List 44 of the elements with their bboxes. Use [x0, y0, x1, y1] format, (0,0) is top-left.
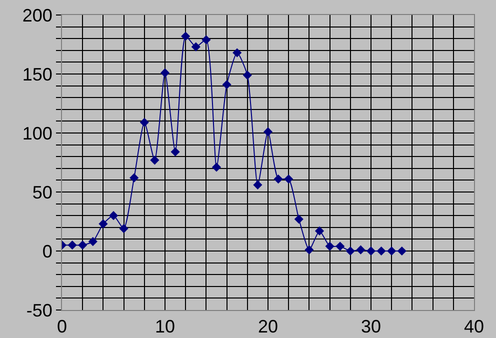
point: [325, 242, 334, 251]
point: [336, 242, 345, 251]
point: [366, 246, 376, 256]
point: [108, 211, 118, 220]
y-tick-label: 50: [32, 182, 52, 202]
point: [130, 173, 139, 182]
point: [242, 70, 252, 80]
point: [263, 127, 273, 136]
point: [191, 42, 200, 52]
point: [160, 68, 170, 78]
x-tick-label: 30: [360, 316, 382, 337]
x-tick-label: 0: [56, 316, 68, 337]
x-tick-label: 40: [464, 316, 484, 337]
point: [274, 174, 283, 184]
y-tick-label: 150: [22, 64, 52, 84]
point: [170, 147, 180, 156]
point: [78, 240, 88, 250]
point: [284, 174, 294, 184]
point: [88, 237, 98, 246]
x-tick-label: 10: [154, 316, 176, 337]
point: [376, 246, 386, 256]
point: [150, 156, 160, 165]
point: [397, 246, 406, 256]
point: [202, 35, 211, 44]
point: [304, 245, 314, 254]
y-tick-label: 200: [22, 5, 52, 26]
point: [98, 219, 108, 228]
y-tick-label: 0: [42, 241, 52, 262]
point: [68, 240, 77, 250]
point: [212, 162, 222, 172]
y-tick-label: -50: [26, 300, 52, 320]
point: [232, 48, 242, 58]
y-tick-label: 100: [22, 123, 52, 144]
point: [253, 180, 262, 190]
point: [356, 245, 366, 254]
point: [294, 214, 304, 224]
point: [119, 224, 128, 234]
point: [222, 80, 232, 90]
point: [181, 32, 190, 41]
point: [387, 246, 396, 256]
point: [314, 226, 324, 236]
x-tick-label: 20: [258, 316, 278, 337]
point: [140, 118, 149, 127]
point: [346, 246, 355, 256]
